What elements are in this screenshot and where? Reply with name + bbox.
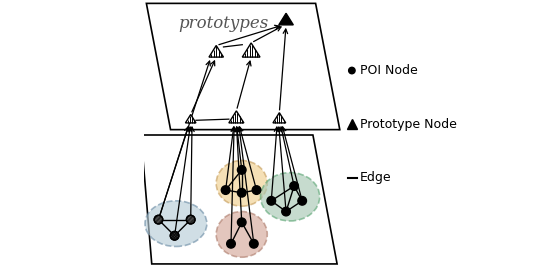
Circle shape bbox=[170, 231, 179, 240]
Circle shape bbox=[154, 215, 163, 224]
Polygon shape bbox=[229, 111, 244, 123]
Circle shape bbox=[237, 188, 246, 197]
Circle shape bbox=[221, 186, 230, 194]
Polygon shape bbox=[186, 114, 196, 123]
Circle shape bbox=[186, 215, 195, 224]
Circle shape bbox=[282, 207, 290, 216]
Text: POI Node: POI Node bbox=[360, 64, 418, 77]
Circle shape bbox=[250, 239, 258, 248]
Circle shape bbox=[237, 218, 246, 227]
Circle shape bbox=[227, 239, 235, 248]
Circle shape bbox=[290, 182, 299, 190]
Text: Edge: Edge bbox=[360, 171, 391, 184]
Polygon shape bbox=[279, 13, 294, 25]
Text: prototypes: prototypes bbox=[178, 15, 269, 32]
Circle shape bbox=[298, 197, 306, 205]
Text: Prototype Node: Prototype Node bbox=[360, 118, 457, 131]
Ellipse shape bbox=[145, 201, 207, 247]
Circle shape bbox=[237, 166, 246, 174]
Polygon shape bbox=[146, 4, 340, 130]
Circle shape bbox=[349, 67, 355, 74]
Circle shape bbox=[267, 197, 276, 205]
Ellipse shape bbox=[216, 212, 267, 257]
Circle shape bbox=[252, 186, 261, 194]
Polygon shape bbox=[273, 113, 286, 123]
Polygon shape bbox=[209, 46, 224, 57]
Polygon shape bbox=[141, 135, 337, 264]
Polygon shape bbox=[242, 43, 260, 57]
Ellipse shape bbox=[216, 161, 267, 206]
Ellipse shape bbox=[261, 173, 320, 221]
